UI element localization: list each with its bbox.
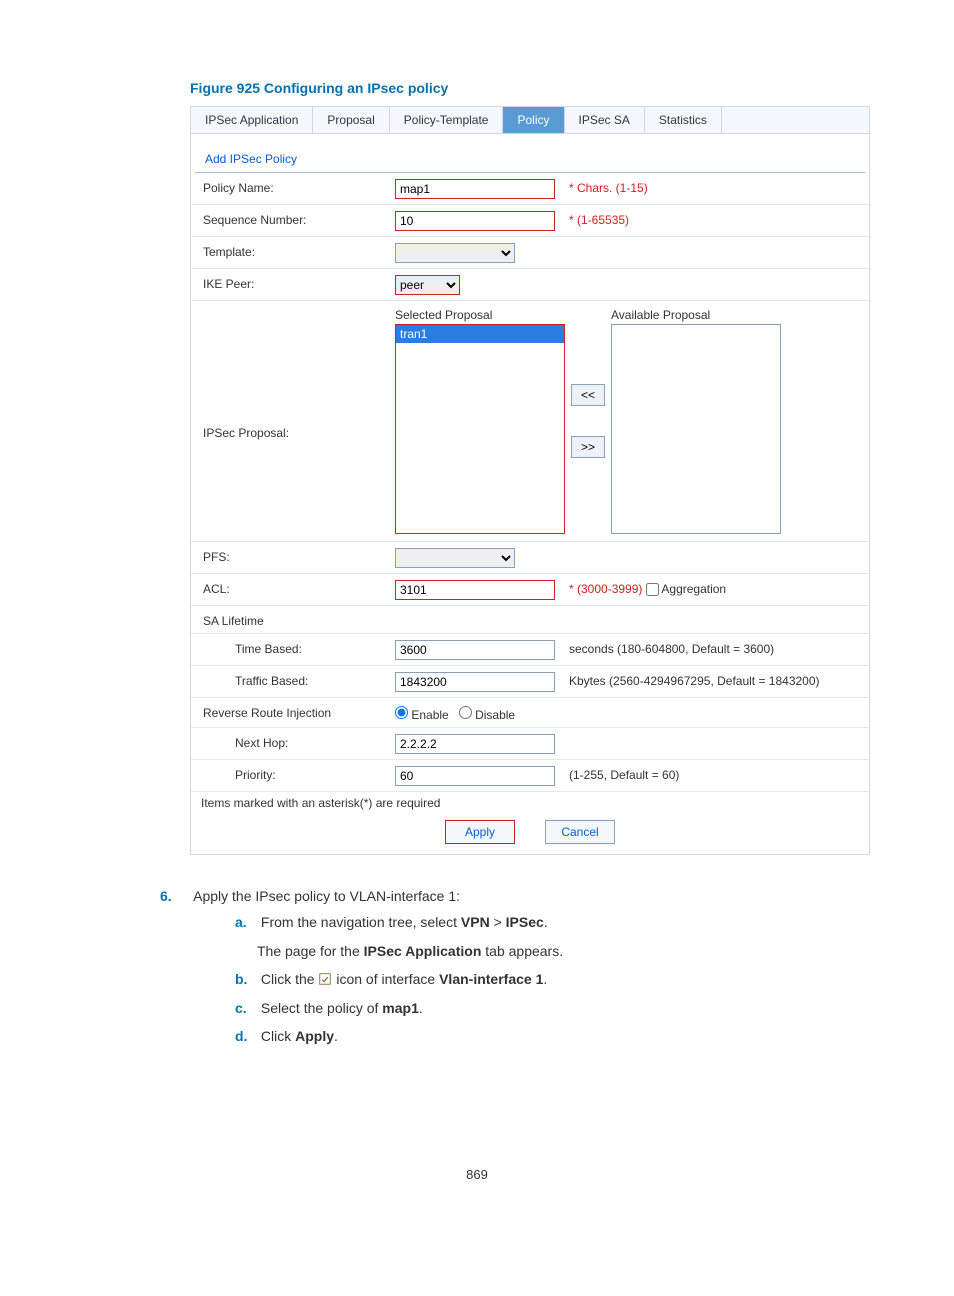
tab-policy[interactable]: Policy: [503, 107, 564, 133]
sub-b-text1: Click the: [261, 971, 319, 987]
sub-d-text2: .: [334, 1028, 338, 1044]
apply-button[interactable]: Apply: [445, 820, 515, 844]
label-sa-lifetime: SA Lifetime: [195, 611, 395, 628]
page-number: 869: [60, 1167, 894, 1182]
sub-c-letter: c.: [235, 997, 257, 1019]
row-rri: Reverse Route Injection Enable Disable: [191, 698, 869, 728]
label-time-based: Time Based:: [195, 639, 395, 656]
hint-traffic-based: Kbytes (2560-4294967295, Default = 18432…: [565, 671, 865, 688]
next-hop-input[interactable]: [395, 734, 555, 754]
section-title: Add IPSec Policy: [195, 134, 865, 173]
policy-name-input[interactable]: [395, 179, 555, 199]
sub-c-text2: .: [419, 1000, 423, 1016]
ike-peer-select[interactable]: peer: [395, 275, 460, 295]
time-based-input[interactable]: [395, 640, 555, 660]
row-traffic-based: Traffic Based: Kbytes (2560-4294967295, …: [191, 666, 869, 698]
template-select[interactable]: [395, 243, 515, 263]
row-ike-peer: IKE Peer: peer: [191, 269, 869, 301]
footnote: Items marked with an asterisk(*) are req…: [191, 792, 869, 814]
tabbar: IPSec Application Proposal Policy-Templa…: [191, 107, 869, 134]
sub-a-letter: a.: [235, 911, 257, 933]
available-proposal-label: Available Proposal: [611, 308, 781, 324]
label-next-hop: Next Hop:: [195, 733, 395, 750]
selected-proposal-list[interactable]: tran1: [395, 324, 565, 534]
rri-disable-radio[interactable]: [459, 706, 472, 719]
sub-a-note2: tab appears.: [481, 943, 563, 959]
aggregation-checkbox[interactable]: [646, 583, 659, 596]
rri-enable-label: Enable: [411, 708, 448, 722]
traffic-based-input[interactable]: [395, 672, 555, 692]
hint-acl: * (3000-3999): [569, 582, 642, 596]
row-time-based: Time Based: seconds (180-604800, Default…: [191, 634, 869, 666]
hint-seq-num: * (1-65535): [569, 213, 629, 227]
row-acl: ACL: * (3000-3999) Aggregation: [191, 574, 869, 606]
cancel-button[interactable]: Cancel: [545, 820, 615, 844]
hint-priority: (1-255, Default = 60): [565, 765, 865, 782]
aggregation-label: Aggregation: [661, 582, 726, 596]
sub-a-bold1: VPN: [461, 914, 490, 930]
label-pfs: PFS:: [195, 547, 395, 564]
ipsec-panel: IPSec Application Proposal Policy-Templa…: [190, 106, 870, 855]
sub-b-text2: icon of interface: [336, 971, 439, 987]
label-template: Template:: [195, 242, 395, 259]
label-seq-num: Sequence Number:: [195, 210, 395, 227]
move-left-button[interactable]: <<: [571, 384, 605, 406]
sub-b-bold1: Vlan-interface 1: [439, 971, 543, 987]
row-sa-lifetime: SA Lifetime: [191, 606, 869, 634]
row-pfs: PFS:: [191, 542, 869, 574]
row-ipsec-proposal: IPSec Proposal: Selected Proposal tran1 …: [191, 301, 869, 542]
pfs-select[interactable]: [395, 548, 515, 568]
label-traffic-based: Traffic Based:: [195, 671, 395, 688]
tab-proposal[interactable]: Proposal: [313, 107, 389, 133]
tab-ipsec-sa[interactable]: IPSec SA: [565, 107, 645, 133]
sub-d-letter: d.: [235, 1025, 257, 1047]
edit-icon: [318, 972, 332, 986]
sub-b-text3: .: [543, 971, 547, 987]
sub-b-letter: b.: [235, 968, 257, 990]
sub-a-note1: The page for the: [257, 943, 364, 959]
step-text: Apply the IPsec policy to VLAN-interface…: [193, 888, 460, 904]
button-row: Apply Cancel: [191, 814, 869, 854]
label-acl: ACL:: [195, 579, 395, 596]
move-right-button[interactable]: >>: [571, 436, 605, 458]
sub-d-bold1: Apply: [295, 1028, 334, 1044]
row-policy-name: Policy Name: * Chars. (1-15): [191, 173, 869, 205]
step-number: 6.: [160, 885, 190, 907]
sub-c-bold1: map1: [382, 1000, 419, 1016]
row-template: Template:: [191, 237, 869, 269]
sub-d-text1: Click: [261, 1028, 295, 1044]
instructions: 6. Apply the IPsec policy to VLAN-interf…: [160, 885, 880, 1047]
rri-enable-radio[interactable]: [395, 706, 408, 719]
available-proposal-list[interactable]: [611, 324, 781, 534]
priority-input[interactable]: [395, 766, 555, 786]
label-rri: Reverse Route Injection: [195, 703, 395, 720]
row-seq-num: Sequence Number: * (1-65535): [191, 205, 869, 237]
label-priority: Priority:: [195, 765, 395, 782]
row-priority: Priority: (1-255, Default = 60): [191, 760, 869, 792]
row-next-hop: Next Hop:: [191, 728, 869, 760]
sub-a-sep: >: [490, 914, 506, 930]
hint-time-based: seconds (180-604800, Default = 3600): [565, 639, 865, 656]
tab-ipsec-application[interactable]: IPSec Application: [191, 107, 313, 133]
rri-disable-label: Disable: [475, 708, 515, 722]
sequence-number-input[interactable]: [395, 211, 555, 231]
sub-a-bold2: IPSec: [506, 914, 544, 930]
sub-a-text2: .: [544, 914, 548, 930]
acl-input[interactable]: [395, 580, 555, 600]
tab-policy-template[interactable]: Policy-Template: [390, 107, 504, 133]
sub-c-text1: Select the policy of: [261, 1000, 382, 1016]
sub-a-note-bold: IPSec Application: [364, 943, 482, 959]
label-policy-name: Policy Name:: [195, 178, 395, 195]
label-ike-peer: IKE Peer:: [195, 274, 395, 291]
label-ipsec-proposal: IPSec Proposal:: [195, 306, 395, 440]
selected-proposal-item[interactable]: tran1: [396, 325, 564, 343]
figure-caption: Figure 925 Configuring an IPsec policy: [190, 80, 894, 96]
tab-statistics[interactable]: Statistics: [645, 107, 722, 133]
hint-policy-name: * Chars. (1-15): [569, 181, 648, 195]
selected-proposal-label: Selected Proposal: [395, 308, 565, 324]
sub-a-text1: From the navigation tree, select: [261, 914, 461, 930]
